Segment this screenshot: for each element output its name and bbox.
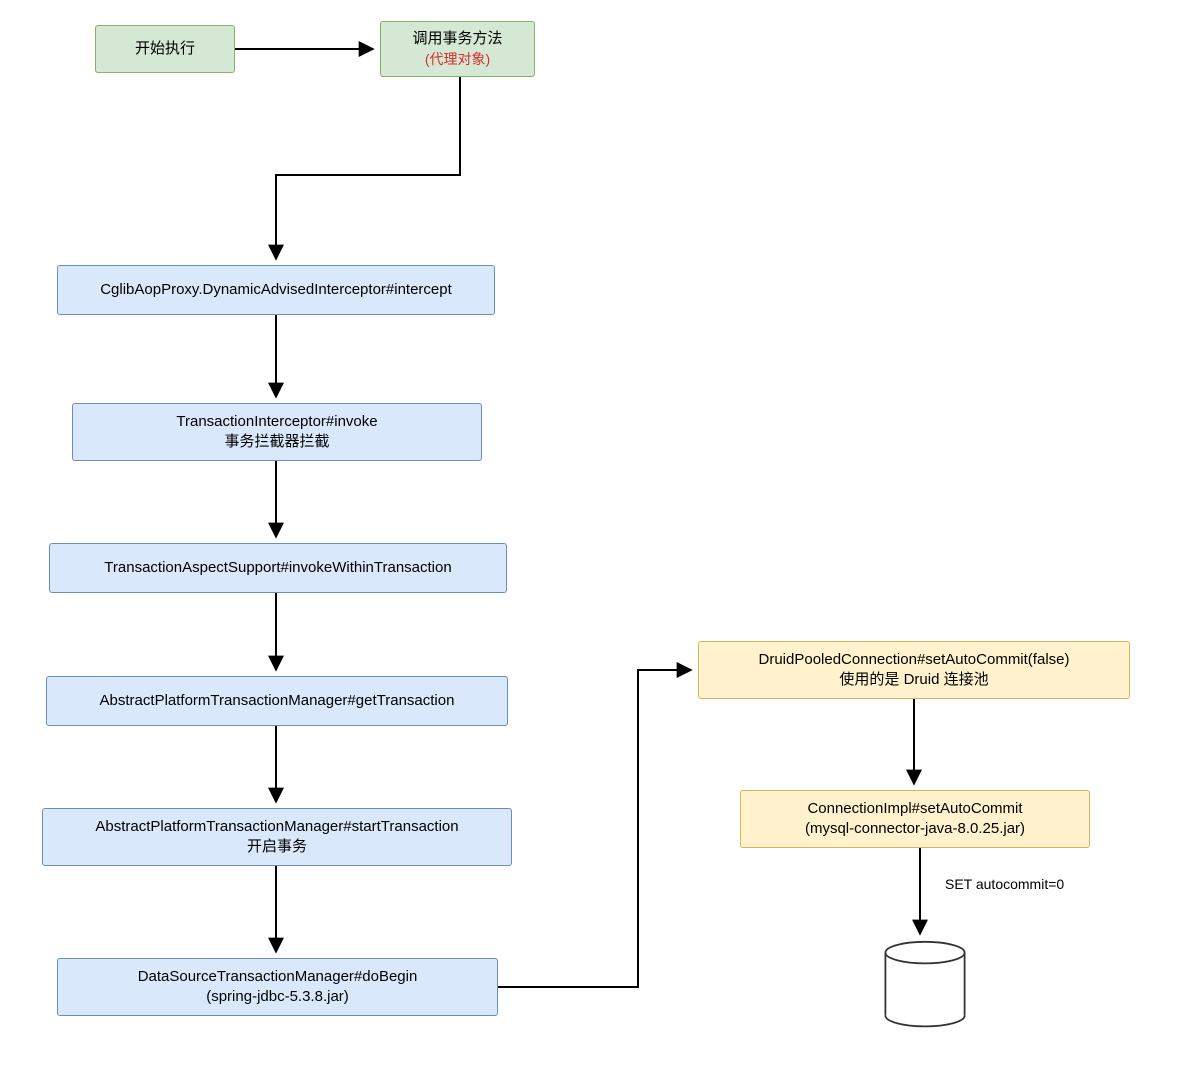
node-sublabel: 开启事务 bbox=[247, 837, 307, 857]
node-sublabel: (spring-jdbc-5.3.8.jar) bbox=[206, 987, 349, 1007]
node-label: DruidPooledConnection#setAutoCommit(fals… bbox=[759, 650, 1070, 670]
node-label: TransactionAspectSupport#invokeWithinTra… bbox=[104, 558, 451, 578]
node-label: 调用事务方法 bbox=[412, 29, 502, 49]
database-cylinder-icon bbox=[880, 940, 970, 1030]
node-sublabel: (代理对象) bbox=[425, 50, 490, 69]
node-sublabel: (mysql-connector-java-8.0.25.jar) bbox=[805, 819, 1025, 839]
edge-label-autocommit: SET autocommit=0 bbox=[945, 876, 1064, 892]
node-cglib-intercept: CglibAopProxy.DynamicAdvisedInterceptor#… bbox=[57, 265, 495, 315]
node-tx-interceptor: TransactionInterceptor#invoke事务拦截器拦截 bbox=[72, 403, 482, 461]
edge-e8 bbox=[498, 670, 690, 987]
node-label: CglibAopProxy.DynamicAdvisedInterceptor#… bbox=[100, 280, 452, 300]
node-sublabel: 使用的是 Druid 连接池 bbox=[839, 670, 988, 690]
node-tx-aspect-support: TransactionAspectSupport#invokeWithinTra… bbox=[49, 543, 507, 593]
node-invoke-tx-method: 调用事务方法(代理对象) bbox=[380, 21, 535, 77]
node-label: DataSourceTransactionManager#doBegin bbox=[138, 967, 418, 987]
node-label: AbstractPlatformTransactionManager#start… bbox=[95, 817, 458, 837]
node-connection-impl: ConnectionImpl#setAutoCommit(mysql-conne… bbox=[740, 790, 1090, 848]
node-do-begin: DataSourceTransactionManager#doBegin(spr… bbox=[57, 958, 498, 1016]
node-label: 开始执行 bbox=[135, 39, 195, 59]
node-label: AbstractPlatformTransactionManager#getTr… bbox=[100, 691, 455, 711]
node-start: 开始执行 bbox=[95, 25, 235, 73]
edge-e2 bbox=[276, 77, 460, 258]
node-start-transaction: AbstractPlatformTransactionManager#start… bbox=[42, 808, 512, 866]
edge-label-text: SET autocommit=0 bbox=[945, 876, 1064, 892]
node-sublabel: 事务拦截器拦截 bbox=[224, 432, 329, 452]
node-druid-connection: DruidPooledConnection#setAutoCommit(fals… bbox=[698, 641, 1130, 699]
node-get-transaction: AbstractPlatformTransactionManager#getTr… bbox=[46, 676, 508, 726]
node-label: TransactionInterceptor#invoke bbox=[176, 412, 377, 432]
node-label: ConnectionImpl#setAutoCommit bbox=[807, 799, 1022, 819]
flowchart-edges bbox=[0, 0, 1200, 1065]
